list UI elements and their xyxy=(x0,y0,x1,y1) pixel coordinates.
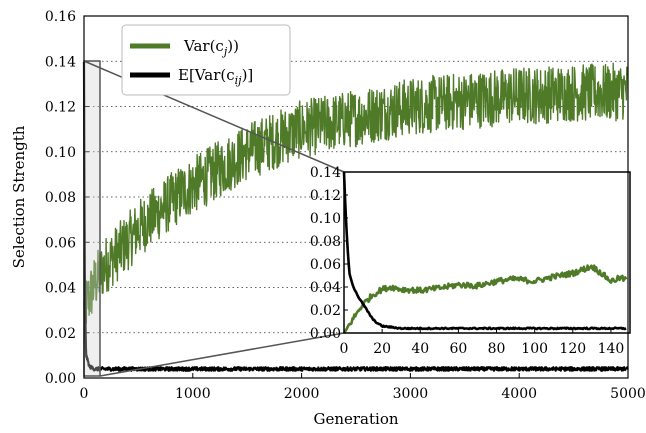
main-y-tick-label: 0.16 xyxy=(45,9,76,25)
inset-plot-bg xyxy=(344,172,630,333)
inset-x-tick-label: 140 xyxy=(598,341,625,357)
main-y-tick-label: 0.04 xyxy=(45,281,76,297)
zoom-connector-bottom xyxy=(99,332,345,377)
main-x-tick-label: 5000 xyxy=(610,386,646,402)
main-series-line-1 xyxy=(82,61,629,372)
inset-axis-ticks: 0.00 0.02 0.04 0.06 0.08 0.10 0.12 0.14 0 20 40 60 8… xyxy=(310,165,624,357)
inset-y-tick-label: 0.00 xyxy=(310,326,341,342)
zoom-region-rect xyxy=(83,60,101,377)
main-plot-frame xyxy=(83,15,629,379)
inset-y-tick-label: 0.10 xyxy=(310,211,341,227)
inset-x-tick-label: 120 xyxy=(559,341,586,357)
main-y-tick-label: 0.14 xyxy=(45,54,76,70)
legend-box xyxy=(121,24,291,96)
main-y-tick-label: 0.00 xyxy=(45,371,76,387)
legend-label-var-cj: Var(cj)) xyxy=(183,37,239,58)
inset-y-tick-label: 0.06 xyxy=(310,257,341,273)
inset-y-tick-label: 0.02 xyxy=(310,303,341,319)
inset-x-tick-label: 40 xyxy=(411,341,429,357)
inset-series-line-1 xyxy=(342,171,627,331)
main-y-tick-label: 0.10 xyxy=(45,145,76,161)
main-y-tick-label: 0.12 xyxy=(45,100,76,116)
main-y-tick-label: 0.02 xyxy=(45,326,76,342)
y-axis-label: Selection Strength xyxy=(10,125,28,268)
main-x-tick-label: 1000 xyxy=(175,386,211,402)
main-y-tick-label: 0.06 xyxy=(45,235,76,251)
main-x-tick-label: 2000 xyxy=(284,386,320,402)
inset-x-tick-label: 60 xyxy=(449,341,467,357)
main-x-tick-label: 3000 xyxy=(393,386,429,402)
main-series-line-0 xyxy=(83,62,629,324)
main-x-tick-label: 4000 xyxy=(501,386,537,402)
inset-y-tick-label: 0.04 xyxy=(310,280,341,296)
inset-series-group xyxy=(342,171,628,334)
inset-x-tick-label: 0 xyxy=(340,341,349,357)
inset-y-tick-label: 0.08 xyxy=(310,234,341,250)
main-series-group xyxy=(82,61,629,372)
legend-label-e-var-cij: E[Var(cij)] xyxy=(178,66,253,87)
main-x-tick-label: 0 xyxy=(80,386,89,402)
inset-y-tick-label: 0.12 xyxy=(310,188,341,204)
inset-x-tick-label: 80 xyxy=(488,341,506,357)
inset-x-tick-label: 20 xyxy=(373,341,391,357)
legend: Var(cj)) E[Var(cij)] xyxy=(121,24,291,96)
inset-plot-frame xyxy=(343,171,631,334)
main-y-tick-label: 0.08 xyxy=(45,190,76,206)
inset-y-tick-label: 0.14 xyxy=(310,165,341,181)
inset-series-line-0 xyxy=(342,264,628,334)
main-axis-ticks: 0.00 0.02 0.04 0.06 0.08 0.10 0.12 0.14 0.16 0 100… xyxy=(45,9,646,402)
x-axis-label: Generation xyxy=(313,410,398,428)
inset-x-tick-label: 100 xyxy=(521,341,548,357)
